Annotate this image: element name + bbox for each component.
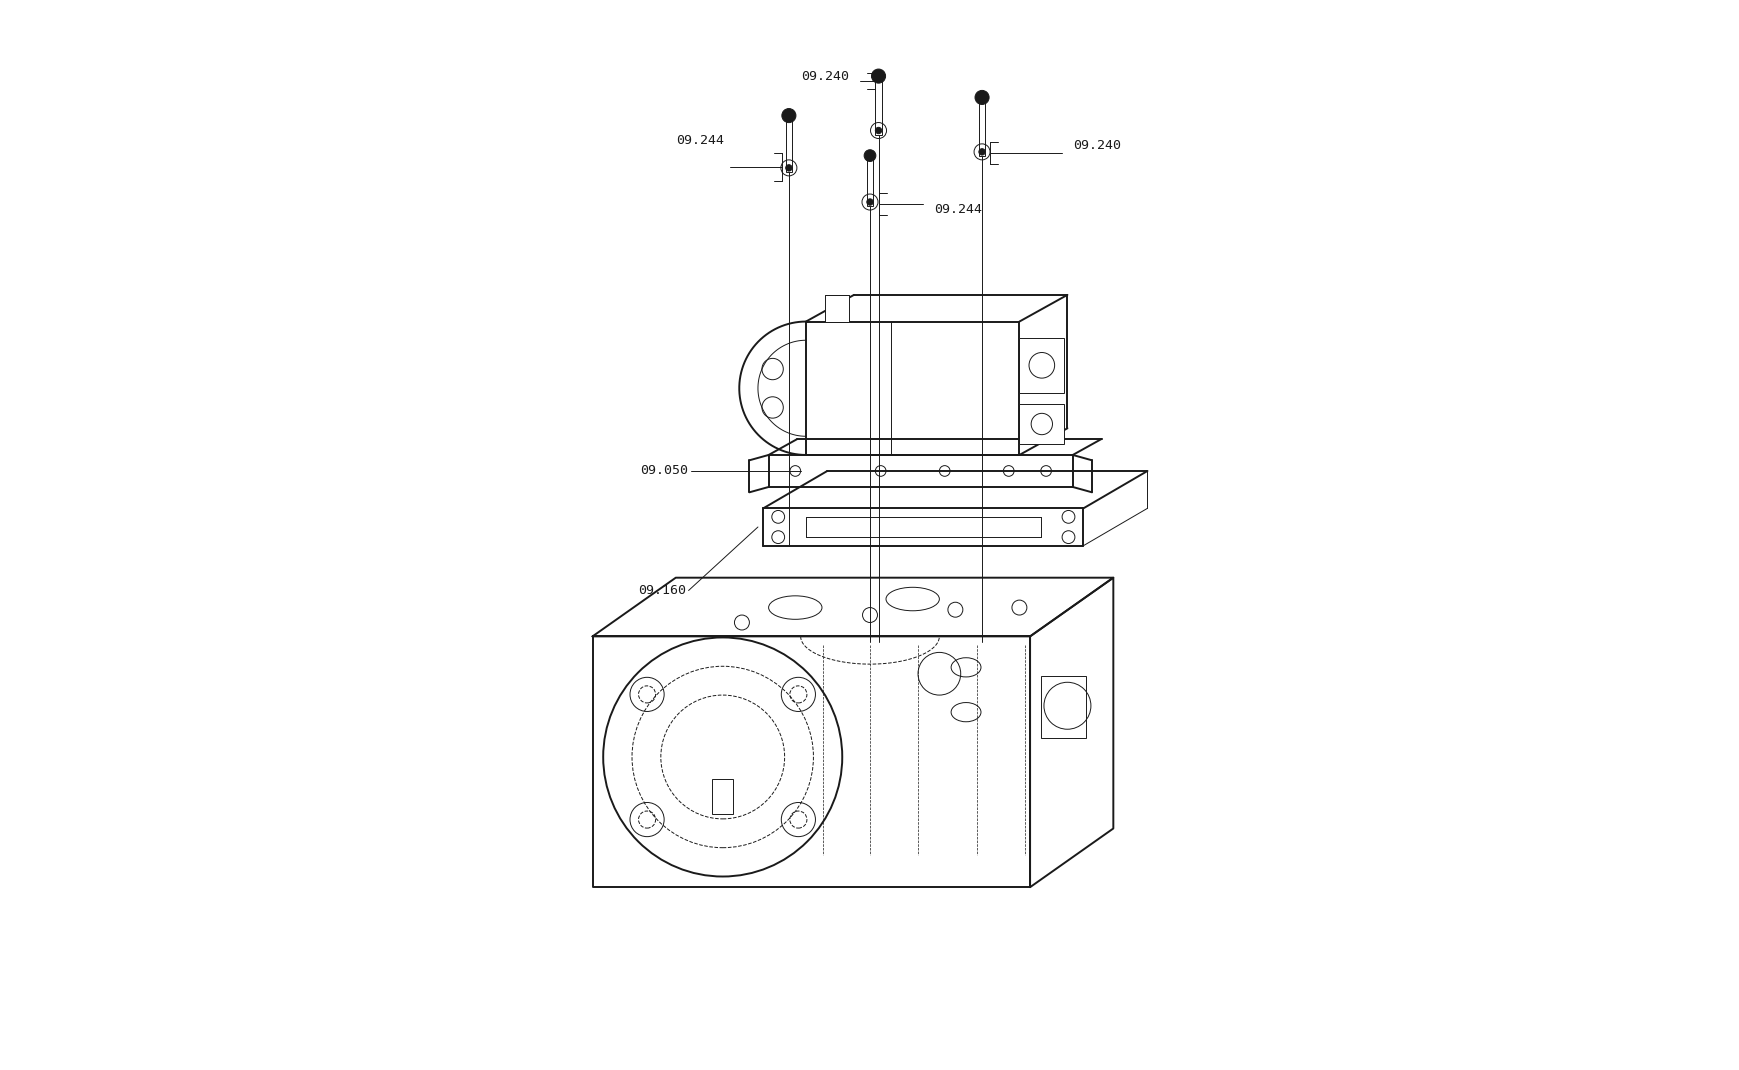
Bar <box>1019 403 1064 444</box>
Bar <box>786 119 791 172</box>
Bar <box>875 79 882 135</box>
Text: 09.240: 09.240 <box>1073 139 1120 152</box>
Text: 09.244: 09.244 <box>934 203 981 216</box>
Bar <box>979 101 984 156</box>
Circle shape <box>786 165 791 171</box>
Circle shape <box>974 90 988 105</box>
Bar <box>711 779 732 813</box>
Bar <box>1019 337 1064 393</box>
Text: 09.244: 09.244 <box>675 134 723 147</box>
Circle shape <box>875 127 882 134</box>
Circle shape <box>866 199 873 205</box>
Text: 09.160: 09.160 <box>638 584 687 597</box>
Circle shape <box>979 149 984 155</box>
Text: 09.240: 09.240 <box>800 70 849 82</box>
Bar <box>824 295 849 322</box>
Bar <box>866 158 873 207</box>
Circle shape <box>871 70 885 83</box>
Circle shape <box>864 150 875 162</box>
Bar <box>1040 676 1085 738</box>
Circle shape <box>781 108 795 123</box>
Text: 09.050: 09.050 <box>640 464 689 477</box>
